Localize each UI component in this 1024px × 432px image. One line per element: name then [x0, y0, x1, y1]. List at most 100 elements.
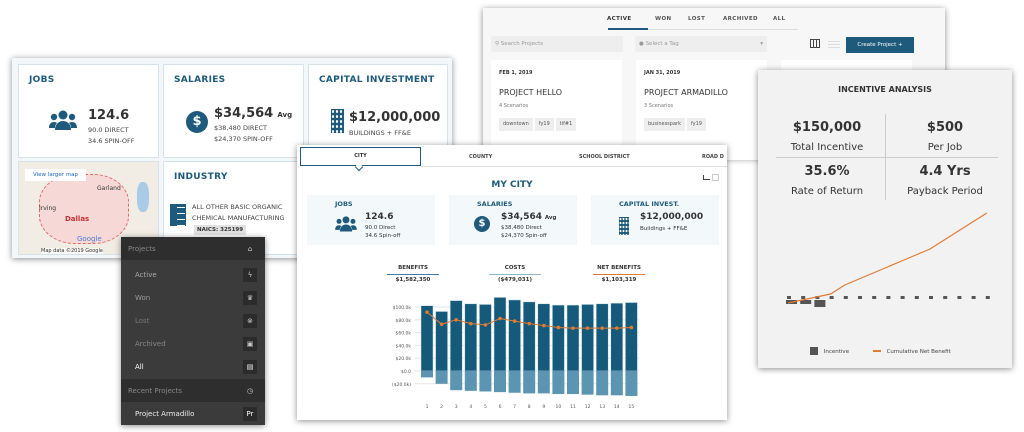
create-project-button[interactable]: Create Project + [846, 37, 914, 53]
tab-lost[interactable]: LOST [688, 16, 706, 22]
baseline-dash [971, 296, 976, 299]
y-tick-label: $80.0k [396, 318, 412, 324]
tag-icon: ● [639, 41, 646, 47]
summary-label: BENEFITS [387, 265, 439, 275]
cost-bar [464, 371, 477, 391]
tag[interactable]: tif#1 [555, 118, 577, 131]
menu-item-all[interactable]: All ▤ [121, 355, 265, 378]
tag-select[interactable]: ● Select a Tag ▾ [635, 36, 767, 52]
menu-item-active[interactable]: Active ϟ [121, 263, 265, 286]
map[interactable]: View larger map Garland Irving Dallas Go… [18, 161, 159, 255]
project-card[interactable]: FEB 1, 2019 PROJECT HELLO 4 Scenarios do… [491, 60, 622, 160]
tag[interactable]: downtown [499, 118, 533, 131]
cost-bar [479, 371, 492, 392]
cost-bar [567, 371, 579, 395]
menu-header-projects[interactable]: Projects ⌂ [121, 237, 265, 260]
menu-item-won[interactable]: Won ♛ [121, 286, 265, 309]
summary-label: NET BENEFITS [593, 265, 645, 275]
x-tick-label: 6 [499, 404, 502, 410]
tab-school-district[interactable]: SCHOOL DISTRICT [579, 154, 630, 160]
google-logo: Google [77, 235, 102, 243]
tab-road-district[interactable]: ROAD D [702, 154, 724, 160]
legend-label: Incentive [823, 348, 850, 355]
chevron-down-icon: ▾ [760, 41, 763, 47]
users-icon [335, 216, 357, 232]
net-benefit-point [483, 323, 488, 327]
dallas-area [39, 174, 129, 244]
baseline-dash [872, 296, 877, 299]
map-label: Garland [97, 185, 121, 192]
industry-line1: ALL OTHER BASIC ORGANIC [192, 203, 283, 211]
tag[interactable]: businesspark [644, 118, 685, 131]
menu-item-label: Project Armadillo [135, 410, 195, 418]
net-benefit-point [629, 325, 634, 330]
cost-bar [537, 371, 550, 394]
benefit-bar [449, 300, 463, 372]
recent-project-item[interactable]: Project Armadillo Pr [121, 402, 265, 425]
menu-item-label: Lost [135, 317, 150, 325]
tab-city[interactable]: CITY [300, 147, 421, 166]
net-benefit-point [512, 319, 517, 323]
project-tags: downtown fy19 tif#1 [499, 118, 578, 131]
benefit-bar [625, 302, 638, 372]
stat-value: 4.4 Yrs [919, 164, 971, 179]
dollar-icon: $ [186, 111, 208, 133]
tag[interactable]: fy19 [534, 118, 554, 131]
lake [137, 182, 149, 212]
kpi-salaries: SALARIES $ $34,564 Avg $38,480 Direct $2… [449, 195, 577, 245]
tab-county[interactable]: COUNTY [469, 154, 493, 160]
cost-bar [581, 371, 594, 395]
jobs-direct: 90.0 DIRECT [88, 126, 129, 134]
baseline-dash [801, 296, 806, 299]
baseline-dash [914, 296, 919, 299]
incentive-bar [800, 300, 812, 304]
jobs-card: JOBS 124.6 90.0 DIRECT 34.6 SPIN-OFF [18, 64, 159, 158]
building-icon [331, 109, 344, 133]
tag[interactable]: fy19 [686, 118, 706, 131]
chart-view-icon[interactable] [703, 175, 710, 180]
tab-label: CITY [354, 153, 367, 159]
legend-swatch-incentive [810, 347, 818, 355]
x-tick-label: 10 [556, 404, 562, 410]
baseline-dash [829, 296, 834, 299]
stat-value: $500 [926, 120, 964, 135]
tab-won[interactable]: WON [655, 16, 672, 22]
kpi-title: JOBS [335, 200, 353, 208]
page-title: MY CITY [491, 180, 533, 190]
benefit-bar [566, 304, 580, 372]
menu-header-label: Projects [128, 245, 156, 253]
menu-item-archived[interactable]: Archived ▣ [121, 332, 265, 355]
stat-value: $150,000 [792, 120, 862, 135]
project-date: JAN 31, 2019 [644, 70, 681, 76]
salary-avg: $34,564 [501, 212, 542, 222]
kpi-line1: 90.0 Direct [365, 225, 396, 231]
avg-suffix: Avg [277, 111, 293, 119]
menu-item-lost[interactable]: Lost ⊗ [121, 309, 265, 332]
project-name: PROJECT HELLO [499, 88, 563, 97]
menu-header-recent[interactable]: Recent Projects ◷ [121, 379, 265, 402]
grid-view-icon[interactable] [810, 39, 820, 48]
kpi-jobs: JOBS 124.6 90.0 Direct 34.6 Spin-off [307, 195, 435, 245]
summary-label: COSTS [489, 265, 541, 275]
trophy-icon: ♛ [243, 291, 257, 305]
benefit-bar [464, 303, 478, 372]
baseline-dash [985, 296, 990, 299]
cost-bar [523, 371, 536, 394]
baseline-dash [900, 296, 905, 299]
summary-net-benefits: NET BENEFITS $1,103,319 [593, 265, 645, 284]
tab-active[interactable]: ACTIVE [607, 16, 632, 22]
menu-item-label: Archived [135, 340, 166, 348]
list-view-icon[interactable] [828, 39, 840, 48]
project-card[interactable]: JAN 31, 2019 PROJECT ARMADILLO 3 Scenari… [636, 60, 767, 160]
tab-all[interactable]: ALL [773, 16, 786, 22]
benefit-bar [552, 304, 565, 372]
benefit-bar [537, 303, 551, 372]
kpi-value: $12,000,000 [640, 212, 704, 222]
tab-archived[interactable]: ARCHIVED [723, 16, 758, 22]
bolt-icon: ϟ [243, 268, 257, 282]
incentive-panel: INCENTIVE ANALYSIS $150,000 Total Incenti… [758, 70, 1012, 368]
table-view-icon[interactable] [712, 174, 719, 181]
search-input[interactable]: ⚲ Search Projects [491, 36, 623, 52]
view-larger-map-link[interactable]: View larger map [25, 169, 86, 181]
stat-label: Per Job [927, 142, 963, 153]
